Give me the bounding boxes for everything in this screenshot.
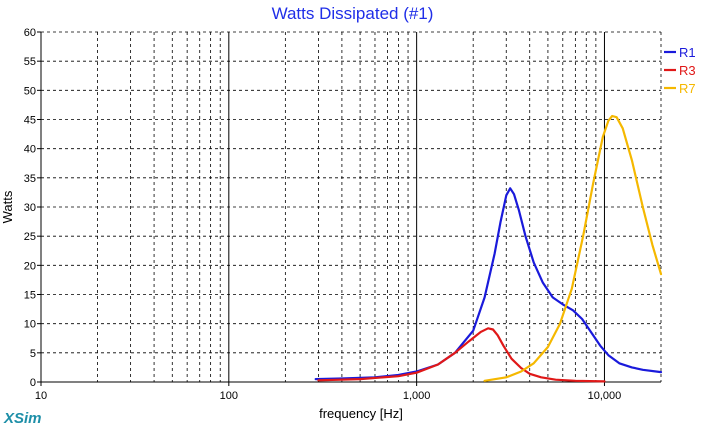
y-tick-label: 60 bbox=[24, 27, 36, 39]
y-tick-label: 10 bbox=[24, 319, 36, 331]
y-tick-label: 15 bbox=[24, 290, 36, 302]
series-group bbox=[314, 114, 663, 383]
x-tick-label: 100 bbox=[220, 390, 238, 402]
x-tick-label: 10 bbox=[35, 390, 47, 402]
grid bbox=[41, 31, 662, 382]
y-tick-label: 50 bbox=[24, 85, 36, 97]
series-line-r1 bbox=[314, 187, 663, 381]
legend-label: R1 bbox=[679, 45, 696, 60]
legend-label: R7 bbox=[679, 81, 696, 96]
axes: 0 5 10 15 20 25 30 35 40 45 50 55 60 10 100 1,000 10,000… bbox=[0, 27, 661, 421]
legend: R1 R3 R7 bbox=[664, 45, 696, 96]
legend-label: R3 bbox=[679, 63, 696, 78]
y-tick-label: 0 bbox=[30, 377, 36, 389]
y-tick-label: 55 bbox=[24, 56, 36, 68]
x-axis-label: frequency [Hz] bbox=[319, 406, 403, 421]
series-line-r7 bbox=[483, 114, 663, 382]
y-axis-label: Watts bbox=[0, 190, 15, 223]
x-tick-label: 10,000 bbox=[588, 390, 622, 402]
y-tick-label: 20 bbox=[24, 260, 36, 272]
y-tick-label: 45 bbox=[24, 115, 36, 127]
xsim-logo: XSim bbox=[4, 410, 42, 427]
y-tick-label: 30 bbox=[24, 202, 36, 214]
chart-title: Watts Dissipated (#1) bbox=[271, 4, 434, 23]
y-tick-label: 40 bbox=[24, 144, 36, 156]
y-tick-label: 35 bbox=[24, 173, 36, 185]
series-line-r3 bbox=[317, 327, 606, 383]
y-tick-label: 5 bbox=[30, 348, 36, 360]
x-tick-label: 1,000 bbox=[403, 390, 431, 402]
y-tick-label: 25 bbox=[24, 231, 36, 243]
